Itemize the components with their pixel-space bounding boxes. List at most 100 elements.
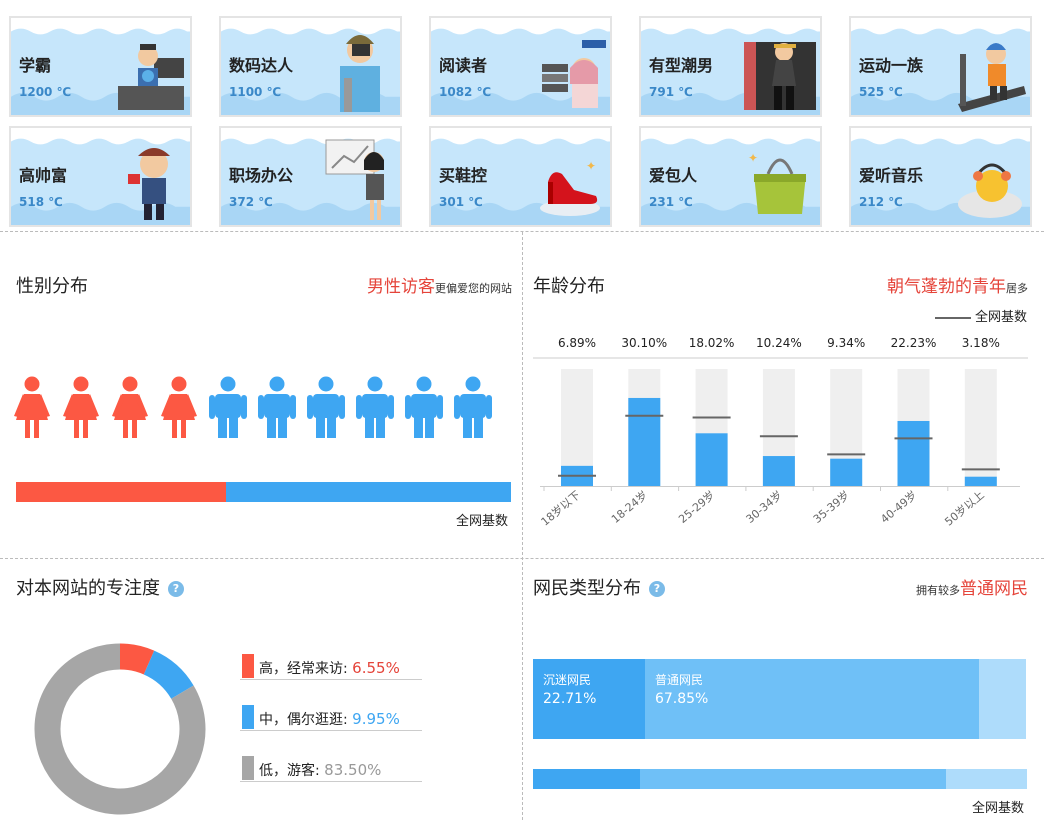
age-bar	[897, 420, 930, 486]
tag-card[interactable]: 数码达人 1100 ℃	[219, 16, 402, 117]
gender-base-female	[16, 482, 227, 502]
segment-value: 22.71%	[543, 691, 597, 707]
netizen-base-segment	[945, 769, 1027, 789]
netizen-note-highlight: 普通网民	[960, 579, 1028, 599]
age-category-label: 18岁以下	[538, 488, 583, 529]
divider	[0, 231, 1044, 232]
camera-man-icon	[340, 35, 380, 112]
age-value-label: 30.10%	[621, 336, 667, 350]
netizen-type-segment: 沉迷网民 22.71%	[533, 659, 645, 739]
legend-swatch	[242, 654, 254, 678]
donut-slice	[143, 650, 194, 700]
legend-value: 9.95%	[352, 710, 400, 728]
netizen-type-segment: 普通网民 67.85%	[644, 659, 980, 739]
netizen-title: 网民类型分布?	[533, 574, 665, 600]
tag-temperature: 1082 ℃	[439, 85, 492, 99]
legend-value: 83.50%	[324, 761, 382, 779]
male-person-icon	[307, 376, 345, 438]
focus-donut-chart	[34, 643, 206, 815]
handbag-icon: ✦	[748, 151, 806, 214]
tag-name: 阅读者	[439, 56, 488, 75]
age-bar-chart: 6.89% 18岁以下 30.10% 18-24岁 18.02% 25-29岁 10.24%…	[533, 336, 1028, 529]
office-woman-icon	[325, 139, 384, 220]
focus-title-text: 对本网站的专注度	[16, 578, 160, 599]
age-category-label: 18-24岁	[608, 488, 650, 526]
segment-value: 67.85%	[654, 691, 709, 707]
tag-temperature: 1200 ℃	[19, 85, 72, 99]
legend-line	[935, 316, 971, 319]
legend-label: 高，经常来访:	[259, 661, 348, 677]
tag-name: 学霸	[19, 56, 52, 75]
tag-card[interactable]: 职场办公 372 ℃	[219, 126, 402, 227]
tag-temperature: 372 ℃	[229, 195, 273, 209]
age-value-label: 10.24%	[756, 336, 802, 350]
water-level	[851, 28, 1030, 115]
legend-swatch	[242, 705, 254, 729]
male-person-icon	[209, 376, 247, 438]
donut-slice	[34, 643, 206, 815]
help-icon[interactable]: ?	[649, 581, 665, 597]
reader-icon	[542, 40, 606, 108]
svg-text:✦: ✦	[748, 151, 758, 165]
divider	[522, 232, 523, 820]
tag-name: 爱包人	[649, 166, 698, 185]
high-heel-icon: ✦	[540, 159, 600, 216]
netizen-title-text: 网民类型分布	[533, 578, 641, 599]
age-title: 年龄分布	[533, 276, 605, 297]
age-legend: 全网基数	[935, 306, 1027, 325]
age-value-label: 22.23%	[891, 336, 937, 350]
age-bar	[964, 476, 997, 486]
netizen-type-bar: 沉迷网民 22.71% 普通网民 67.85%	[533, 659, 1026, 739]
age-bar	[830, 458, 863, 486]
tag-name: 职场办公	[229, 166, 294, 185]
female-person-icon	[63, 376, 99, 438]
netizen-note: 拥有较多普通网民	[916, 574, 1028, 599]
focus-legend-item: 高，经常来访: 6.55%	[240, 654, 422, 680]
gender-note: 男性访客更偏爱您的网站	[367, 272, 512, 297]
tag-card[interactable]: 高帅富 518 ℃	[9, 126, 192, 227]
age-value-label: 18.02%	[689, 336, 735, 350]
gender-people-icons	[14, 376, 492, 438]
age-value-label: 6.89%	[558, 336, 596, 350]
legend-value: 6.55%	[352, 659, 400, 677]
tag-name: 高帅富	[19, 166, 68, 185]
age-value-label: 9.34%	[827, 336, 865, 350]
focus-title: 对本网站的专注度?	[16, 574, 184, 600]
trendy-man-icon	[744, 42, 816, 110]
age-bar-track	[964, 369, 997, 486]
female-person-icon	[161, 376, 197, 438]
age-bar	[762, 456, 795, 486]
netizen-type-segment	[979, 659, 1026, 739]
tag-temperature: 525 ℃	[859, 85, 903, 99]
tag-name: 爱听音乐	[859, 166, 924, 185]
tag-name: 有型潮男	[649, 56, 714, 75]
tag-temperature: 518 ℃	[19, 195, 63, 209]
tag-temperature: 301 ℃	[439, 195, 483, 209]
segment-name: 普通网民	[654, 673, 703, 687]
age-category-label: 35-39岁	[810, 488, 852, 526]
music-chick-icon	[958, 163, 1022, 218]
donut-slice	[119, 643, 155, 675]
netizen-base-bar	[533, 769, 1027, 789]
tag-temperature: 212 ℃	[859, 195, 903, 209]
age-value-label: 3.18%	[962, 336, 1000, 350]
tag-name: 运动一族	[859, 56, 924, 75]
rich-man-icon	[128, 148, 170, 220]
male-person-icon	[405, 376, 443, 438]
male-person-icon	[454, 376, 492, 438]
tag-card[interactable]: ✦ 爱包人 231 ℃	[639, 126, 822, 227]
age-category-label: 25-29岁	[676, 488, 718, 526]
gender-title: 性别分布	[16, 276, 88, 297]
treadmill-icon	[958, 43, 1026, 112]
help-icon[interactable]: ?	[168, 581, 184, 597]
tag-card[interactable]: ✦ 买鞋控 301 ℃	[429, 126, 612, 227]
tag-temperature: 231 ℃	[649, 195, 693, 209]
tag-card[interactable]: 爱听音乐 212 ℃	[849, 126, 1032, 227]
tag-card[interactable]: 运动一族 525 ℃	[849, 16, 1032, 117]
tag-card[interactable]: 阅读者 1082 ℃	[429, 16, 612, 117]
tag-card[interactable]: 有型潮男 791 ℃	[639, 16, 822, 117]
male-person-icon	[258, 376, 296, 438]
tag-card[interactable]: 学霸 1200 ℃	[9, 16, 192, 117]
age-legend-label: 全网基数	[975, 310, 1028, 325]
legend-swatch	[242, 756, 254, 780]
